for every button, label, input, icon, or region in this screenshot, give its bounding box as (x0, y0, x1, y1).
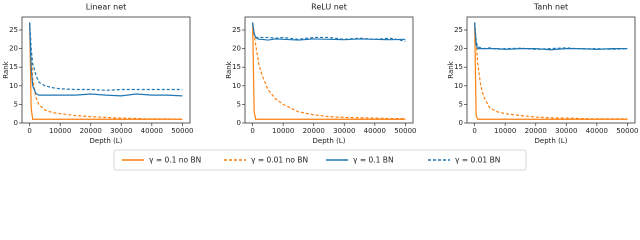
x-tick-label: 50000 (171, 127, 193, 135)
legend-label: γ = 0.01 BN (455, 156, 500, 165)
legend-label: γ = 0.1 no BN (149, 156, 201, 165)
legend-label: γ = 0.1 BN (353, 156, 394, 165)
legend-box (113, 149, 527, 171)
y-tick-label: 20 (454, 45, 463, 53)
y-axis-label: Rank (225, 60, 233, 78)
x-tick-label: 20000 (80, 127, 102, 135)
y-tick-label: 10 (454, 82, 463, 90)
y-tick-label: 0 (237, 119, 241, 127)
y-tick-label: 20 (232, 45, 241, 53)
legend-label: γ = 0.01 no BN (251, 156, 308, 165)
y-tick-label: 10 (9, 82, 18, 90)
x-tick-label: 50000 (616, 127, 638, 135)
chart-title: Linear net (86, 3, 127, 12)
y-tick-label: 25 (9, 26, 18, 34)
x-axis-label: Depth (L) (313, 137, 346, 145)
x-tick-label: 10000 (494, 127, 516, 135)
series-line: γ = 0.1 BN (474, 22, 628, 51)
x-tick-label: 0 (250, 127, 254, 135)
chart-title: ReLU net (311, 3, 347, 12)
y-tick-label: 0 (459, 119, 463, 127)
series-line: γ = 0.1 BN (29, 22, 183, 97)
y-tick-label: 15 (9, 63, 18, 71)
x-tick-label: 50000 (394, 127, 416, 135)
y-tick-label: 15 (454, 63, 463, 71)
x-tick-label: 30000 (110, 127, 132, 135)
series-line: γ = 0.1 no BN (252, 22, 406, 120)
series-line: γ = 0.1 no BN (474, 22, 628, 120)
y-tick-label: 10 (232, 82, 241, 90)
x-tick-label: 0 (27, 127, 31, 135)
y-tick-label: 25 (232, 26, 241, 34)
plot-frame (466, 16, 636, 124)
y-tick-label: 15 (232, 63, 241, 71)
x-axis-label: Depth (L) (535, 137, 568, 145)
series-line: γ = 0.1 BN (252, 22, 406, 41)
series-line: γ = 0.01 BN (252, 22, 406, 42)
plot-frame (244, 16, 414, 124)
series-line: γ = 0.01 BN (474, 22, 628, 50)
x-tick-label: 40000 (364, 127, 386, 135)
series-line: γ = 0.01 BN (29, 22, 183, 91)
y-axis-label: Rank (2, 60, 10, 78)
y-tick-label: 5 (14, 100, 18, 108)
y-tick-label: 5 (459, 100, 463, 108)
x-tick-label: 40000 (586, 127, 608, 135)
x-tick-label: 40000 (141, 127, 163, 135)
series-line: γ = 0.01 no BN (29, 22, 183, 120)
y-tick-label: 0 (14, 119, 18, 127)
x-tick-label: 30000 (333, 127, 355, 135)
y-axis-label: Rank (447, 60, 455, 78)
series-line: γ = 0.01 no BN (252, 22, 406, 120)
x-tick-label: 10000 (49, 127, 71, 135)
series-line: γ = 0.1 no BN (29, 22, 183, 120)
x-tick-label: 10000 (272, 127, 294, 135)
x-tick-label: 30000 (555, 127, 577, 135)
chart-title: Tanh net (533, 3, 568, 12)
y-tick-label: 5 (237, 100, 241, 108)
x-axis-label: Depth (L) (90, 137, 123, 145)
y-tick-label: 25 (454, 26, 463, 34)
x-tick-label: 20000 (303, 127, 325, 135)
page: {"chart_data": [ {"type": "line", "title… (2, 2, 639, 171)
y-tick-label: 20 (9, 45, 18, 53)
series-line: γ = 0.01 no BN (474, 22, 628, 120)
plot-frame (21, 16, 191, 124)
x-tick-label: 0 (472, 127, 476, 135)
x-tick-label: 20000 (525, 127, 547, 135)
